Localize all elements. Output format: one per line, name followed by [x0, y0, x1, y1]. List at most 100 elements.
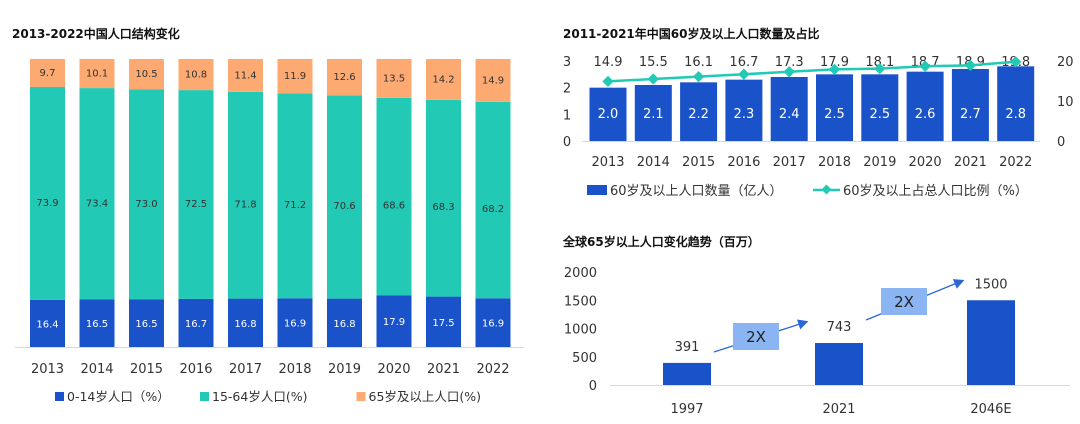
chart1-data-label: 10.5	[135, 69, 157, 80]
chart2-bar	[951, 69, 989, 141]
chart1-data-label: 17.9	[383, 317, 405, 328]
chart1-x-tick: 2018	[278, 362, 311, 377]
chart1-bar-segment	[475, 59, 511, 102]
chart1-bar-segment	[327, 95, 362, 299]
chart2-x-tick: 2021	[954, 155, 987, 170]
chart1-data-label: 10.1	[86, 69, 108, 80]
chart1-data-label: 17.5	[432, 318, 454, 329]
chart2-x-tick: 2022	[999, 155, 1032, 170]
chart1-bar-segment	[79, 299, 115, 347]
chart2-bar	[770, 77, 808, 141]
chart1-data-label: 16.8	[333, 319, 355, 330]
chart3-bar	[663, 362, 711, 385]
chart1-bar-segment	[228, 298, 263, 347]
chart1-data-label: 14.9	[482, 75, 504, 86]
chart1-bar-segment	[277, 298, 313, 347]
chart1-data-label: 14.2	[432, 74, 454, 85]
chart1-data-label: 68.2	[482, 204, 504, 215]
chart2-bar-line: 0 1 2 3 0 10 20 2.0 2013 14.9 2.1 2014 15.5 2.2 2015 16…	[563, 55, 1074, 199]
chart1-data-label: 71.8	[234, 200, 256, 211]
chart2-bar-label: 2.5	[869, 107, 890, 122]
chart2-bar-label: 2.8	[1005, 107, 1026, 122]
chart3-annotation-box	[733, 323, 779, 350]
chart3-x-tick: 2046E	[970, 402, 1011, 417]
chart1-bar-segment	[475, 298, 511, 347]
chart1-legend-label: 65岁及以上人口(%)	[369, 389, 482, 404]
chart1-bar-segment	[426, 296, 461, 347]
chart1-legend-swatch	[55, 392, 64, 401]
chart2-x-tick: 2020	[909, 155, 942, 170]
chart3-y-tick: 0	[589, 379, 597, 394]
chart2-line-point	[1010, 56, 1022, 68]
chart3-bar	[815, 343, 863, 385]
chart1-bar-segment	[79, 88, 115, 300]
chart2-line-label: 14.9	[594, 55, 623, 70]
chart2-x-tick: 2017	[773, 155, 806, 170]
chart1-data-label: 11.9	[284, 71, 306, 82]
chart2-legend-bar-label: 60岁及以上人口数量（亿人）	[610, 184, 783, 199]
chart1-stacked-bar: 16.4 73.9 9.7 2013 16.5 73.4 10.1 2014 16.5 73.0 1…	[15, 59, 524, 404]
chart1-bar-segment	[228, 91, 263, 299]
chart2-bar-label: 2.3	[734, 107, 755, 122]
chart1-x-tick: 2016	[179, 362, 212, 377]
chart1-bar-segment	[228, 59, 263, 92]
chart2-bar	[680, 82, 718, 141]
chart1-data-label: 73.0	[135, 199, 157, 210]
chart1-bar-segment	[30, 59, 65, 87]
chart2-bar	[861, 74, 899, 141]
chart2-bar	[906, 71, 944, 141]
chart1-x-tick: 2022	[476, 362, 509, 377]
chart1-data-label: 16.7	[185, 319, 207, 330]
chart3-bar-label: 1500	[974, 277, 1007, 292]
chart1-x-tick: 2017	[229, 362, 262, 377]
chart2-line-label: 16.7	[729, 55, 758, 70]
chart1-title: 2013-2022中国人口结构变化	[12, 27, 180, 41]
chart2-series-line	[607, 60, 1016, 83]
chart1-bar-segment	[426, 59, 461, 100]
chart3-y-tick: 2000	[564, 266, 597, 281]
chart1-data-label: 68.3	[432, 202, 454, 213]
chart2-x-tick: 2014	[637, 155, 670, 170]
chart1-data-label: 16.5	[135, 319, 157, 330]
chart1-bar-segment	[178, 298, 214, 347]
chart2-line-label: 16.1	[684, 55, 713, 70]
chart2-x-tick: 2015	[682, 155, 715, 170]
chart2-bar-label: 2.6	[915, 107, 936, 122]
chart2-bar-label: 2.1	[643, 107, 664, 122]
chart1-bar-segment	[327, 298, 362, 347]
chart1-data-label: 70.6	[333, 201, 355, 212]
chart3-x-tick: 2021	[822, 402, 855, 417]
chart1-data-label: 16.9	[284, 319, 306, 330]
chart3-title: 全球65岁以上人口变化趋势（百万）	[563, 235, 760, 249]
chart1-data-label: 10.8	[185, 70, 207, 81]
chart2-title: 2011-2021年中国60岁及以上人口数量及占比	[563, 27, 820, 41]
chart1-bar-segment	[129, 89, 164, 300]
chart1-bar-segment	[426, 99, 461, 297]
chart2-bar-label: 2.4	[779, 107, 800, 122]
chart1-data-label: 16.5	[86, 319, 108, 330]
chart1-data-label: 71.2	[284, 200, 306, 211]
chart3-y-tick: 1000	[564, 323, 597, 338]
chart1-data-label: 11.4	[234, 70, 256, 81]
chart2-x-tick: 2019	[863, 155, 896, 170]
chart1-bar-segment	[277, 93, 313, 299]
chart2-line-label: 18.1	[865, 55, 894, 70]
chart1-data-label: 13.5	[383, 73, 405, 84]
chart2-bar-label: 2.0	[598, 107, 619, 122]
chart2-y-left-tick: 2	[563, 82, 571, 97]
chart1-legend-swatch	[356, 392, 366, 401]
chart2-line-label: 17.9	[820, 55, 849, 70]
chart1-x-tick: 2021	[427, 362, 460, 377]
chart2-bar	[725, 79, 763, 141]
chart1-bar-segment	[376, 59, 412, 98]
chart2-line-label: 17.3	[775, 55, 804, 70]
chart1-data-label: 16.8	[234, 319, 256, 330]
chart3-bar-label: 391	[675, 340, 700, 355]
chart1-x-tick: 2014	[80, 362, 113, 377]
chart1-data-label: 73.4	[86, 198, 108, 209]
chart3-y-tick: 500	[572, 351, 597, 366]
chart1-data-label: 12.6	[333, 72, 355, 83]
chart2-x-tick: 2016	[727, 155, 760, 170]
chart1-bar-segment	[30, 299, 65, 347]
